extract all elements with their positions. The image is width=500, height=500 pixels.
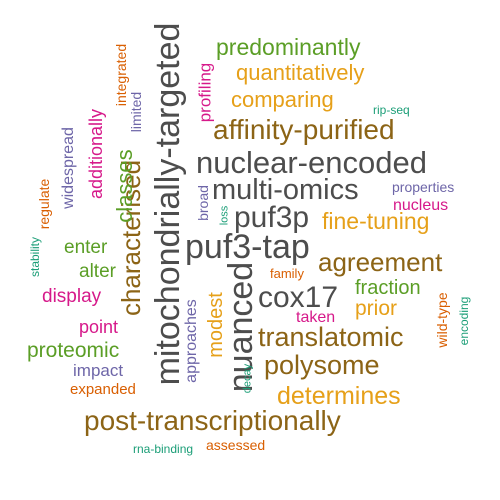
- word-translatomic: translatomic: [258, 322, 404, 352]
- word-puf3-tap: puf3-tap: [185, 228, 310, 266]
- word-fine-tuning: fine-tuning: [322, 208, 430, 234]
- word-family: family: [270, 266, 304, 281]
- word-predominantly: predominantly: [216, 34, 361, 60]
- word-properties: properties: [392, 179, 455, 195]
- word-impact: impact: [73, 361, 124, 380]
- word-modest: modest: [205, 292, 227, 358]
- word-multi-omics: multi-omics: [212, 174, 359, 206]
- word-taken: taken: [296, 309, 336, 326]
- word-loss: loss: [218, 205, 231, 226]
- word-display: display: [42, 286, 102, 307]
- word-prior: prior: [355, 297, 398, 320]
- word-comparing: comparing: [231, 87, 334, 112]
- word-enter: enter: [64, 237, 108, 258]
- word-wild-type: wild-type: [434, 292, 450, 348]
- word-fraction: fraction: [355, 277, 421, 299]
- word-mitochondrially-targeted: mitochondrially-targeted: [149, 22, 187, 386]
- word-determines: determines: [277, 382, 401, 410]
- word-nucleus: nucleus: [393, 197, 449, 214]
- word-point: point: [79, 317, 119, 337]
- word-rip-seq: rip-seq: [373, 103, 410, 117]
- word-proteomic: proteomic: [27, 339, 120, 362]
- word-affinity-purified: affinity-purified: [213, 114, 395, 145]
- word-post-transcriptionally: post-transcriptionally: [84, 405, 341, 436]
- word-integrated: integrated: [113, 43, 129, 107]
- word-alter: alter: [79, 261, 116, 282]
- word-rna-binding: rna-binding: [133, 442, 194, 456]
- word-polysome: polysome: [264, 350, 380, 380]
- word-approaches: approaches: [183, 299, 200, 383]
- word-cox17: cox17: [258, 281, 339, 314]
- word-puf3p: puf3p: [234, 201, 310, 234]
- word-expanded: expanded: [70, 381, 136, 398]
- word-nuclear-encoded: nuclear-encoded: [196, 145, 427, 180]
- word-decay: decay: [241, 363, 254, 394]
- word-classes: classes: [112, 149, 137, 223]
- word-broad: broad: [195, 185, 211, 221]
- word-quantitatively: quantitatively: [236, 60, 365, 85]
- word-profiling: profiling: [195, 62, 215, 123]
- word-additionally: additionally: [86, 108, 106, 200]
- word-limited: limited: [128, 91, 144, 133]
- word-widespread: widespread: [60, 127, 77, 209]
- word-agreement: agreement: [318, 247, 443, 277]
- word-encoding: encoding: [457, 296, 471, 346]
- word-assessed: assessed: [206, 437, 266, 453]
- word-stability: stability: [28, 237, 42, 278]
